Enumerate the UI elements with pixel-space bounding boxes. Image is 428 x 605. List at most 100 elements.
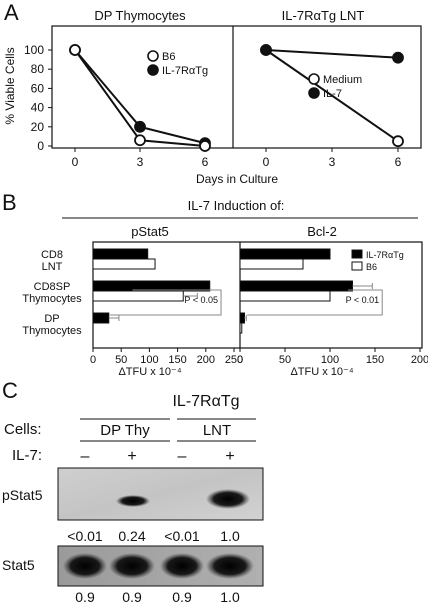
b-category-label: CD8 <box>41 249 63 261</box>
a-ytick-label: 20 <box>31 120 45 134</box>
group-label-lnt: LNT <box>203 422 231 439</box>
b-right-significance-bracket <box>247 289 383 316</box>
a-ytick-label: 60 <box>31 81 45 95</box>
stat5-band-lane2 <box>109 553 155 579</box>
b-left-significance-bracket <box>109 289 222 316</box>
lane-treatment-label: – <box>178 448 187 465</box>
b-left-bar <box>92 248 149 260</box>
a-il7ratg-point <box>134 120 146 133</box>
b-right-bar <box>239 290 331 302</box>
panel-b-left-xlabel: ΔTFU x 10⁻⁴ <box>118 366 181 378</box>
b-legend-swatch <box>351 261 363 271</box>
b-category-label: DP <box>44 313 59 325</box>
a-medium-point <box>392 135 404 148</box>
b-category-label: Thymocytes <box>22 293 82 305</box>
a-left-legend-marker <box>147 50 159 62</box>
b-right-xtick-label: 150 <box>366 354 384 366</box>
b-right-bar <box>239 312 245 324</box>
b-right-xtick-label: 50 <box>279 354 291 366</box>
a-ytick-label: 0 <box>37 139 44 153</box>
stat5-blot-label: Stat5 <box>2 557 35 573</box>
b-right-xtick-label: 100 <box>321 354 339 366</box>
b-right-xtick-label: 200 <box>411 354 428 366</box>
lane-treatment-label: + <box>225 448 234 465</box>
panel-a-ylabel: % Viable Cells <box>3 47 17 124</box>
panel-c-letter: C <box>2 378 18 403</box>
stat5-band-lane3 <box>160 553 204 579</box>
cells-label: Cells: <box>4 421 42 438</box>
b-left-bar <box>92 258 156 270</box>
a-xtick-label: 0 <box>72 155 79 169</box>
a-medium-line <box>265 49 399 143</box>
a-xtick-label: 6 <box>202 155 209 169</box>
b-right-xtick-label: 0 <box>237 354 243 366</box>
a-left-legend-label: B6 <box>162 51 175 63</box>
a-b6-point <box>69 44 81 56</box>
densitometry-value: 0.9 <box>75 589 95 605</box>
panel-b-header: IL-7 Induction of: <box>188 198 285 213</box>
b-legend-label: IL-7RαTg <box>366 250 404 260</box>
panel-b-chart: IL-7 Induction of: pStat5 Bcl-2 ΔTFU x 1… <box>22 198 428 378</box>
a-left-legend-marker <box>147 64 159 76</box>
b-right-bar <box>239 322 243 334</box>
a-left-legend-label: IL-7RαTg <box>162 65 208 77</box>
b-right-bar <box>239 258 304 270</box>
panel-a-right-title: IL-7RαTg LNT <box>282 8 365 23</box>
densitometry-value: <0.01 <box>67 528 103 544</box>
lane-treatment-label: – <box>81 448 90 465</box>
group-label-dp: DP Thy <box>100 422 150 439</box>
b-left-xtick-label: 100 <box>140 354 158 366</box>
a-ytick-label: 40 <box>31 101 45 115</box>
b-left-bar <box>92 312 110 324</box>
il7-label: IL-7: <box>12 447 42 464</box>
panel-c-blot: IL-7RαTg Cells: IL-7: DP Thy LNT – + – + pS… <box>2 393 264 605</box>
densitometry-value: 1.0 <box>220 589 240 605</box>
a-ytick-label: 100 <box>24 43 44 57</box>
a-xtick-label: 0 <box>263 155 270 169</box>
b-category-label: Thymocytes <box>22 325 82 337</box>
b-category-label: LNT <box>42 261 63 273</box>
b-right-bar <box>239 248 331 260</box>
panel-c-title: IL-7RαTg <box>172 393 239 410</box>
pstat5-band-lane2 <box>116 495 150 507</box>
a-il7-point <box>392 51 404 64</box>
b-legend-label: B6 <box>366 262 377 272</box>
a-right-legend-marker <box>308 87 320 99</box>
panel-a-letter: A <box>4 0 19 25</box>
panel-a-chart: DP Thymocytes IL-7RαTg LNT % Viable Cell… <box>3 8 422 186</box>
b-left-xtick-label: 200 <box>197 354 215 366</box>
b-left-xtick-label: 250 <box>225 354 243 366</box>
panel-b-letter: B <box>2 190 17 215</box>
b-left-bar <box>92 290 184 302</box>
b-left-xtick-label: 150 <box>168 354 186 366</box>
b-left-xtick-label: 0 <box>90 354 96 366</box>
a-il7-point <box>260 44 272 56</box>
densitometry-value: 1.0 <box>220 528 240 544</box>
lane-treatment-label: + <box>127 448 136 465</box>
b-left-pvalue: P < 0.05 <box>184 295 218 305</box>
a-right-legend-label: IL-7 <box>323 88 342 100</box>
a-xtick-label: 6 <box>395 155 402 169</box>
a-xtick-label: 3 <box>329 155 336 169</box>
densitometry-value: 0.24 <box>118 528 145 544</box>
densitometry-value: 0.9 <box>122 589 142 605</box>
a-xtick-label: 3 <box>137 155 144 169</box>
a-right-legend-marker <box>308 73 320 85</box>
a-right-legend-label: Medium <box>323 74 362 86</box>
panel-a-left-title: DP Thymocytes <box>94 8 186 23</box>
densitometry-value: 0.9 <box>172 589 192 605</box>
panel-a-xlabel: Days in Culture <box>196 172 278 186</box>
b-right-bar <box>239 280 353 292</box>
panel-b-left-title: pStat5 <box>131 224 169 239</box>
panel-a-frame <box>51 25 422 149</box>
pstat5-blot-label: pStat5 <box>2 487 43 503</box>
densitometry-value: <0.01 <box>164 528 200 544</box>
a-b6-point <box>134 134 146 147</box>
stat5-band-lane4 <box>206 553 254 579</box>
b-legend-swatch <box>351 249 363 259</box>
b-category-label: CD8SP <box>34 281 71 293</box>
panel-b-right-title: Bcl-2 <box>307 224 337 239</box>
a-b6-point <box>199 140 211 152</box>
b-left-xtick-label: 50 <box>115 354 127 366</box>
b-right-pvalue: P < 0.01 <box>346 295 380 305</box>
